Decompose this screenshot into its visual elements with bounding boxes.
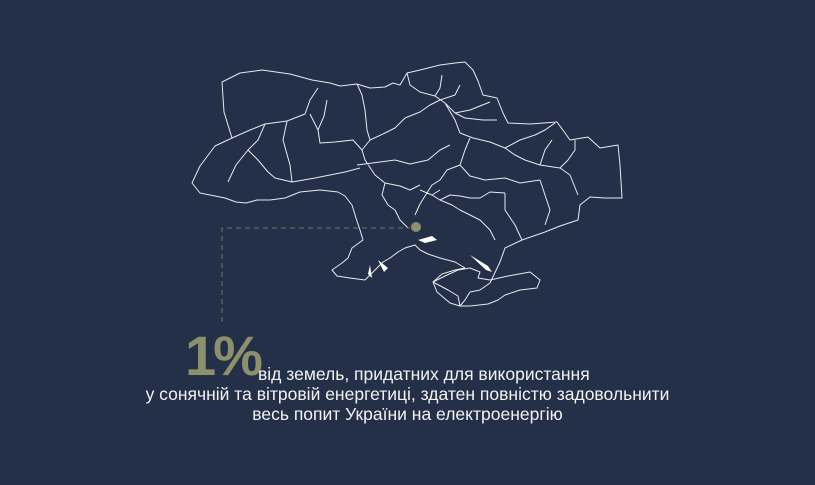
crimea-outline <box>432 267 541 307</box>
dnipro-river <box>418 236 437 243</box>
country-outline <box>191 61 623 307</box>
location-marker <box>411 222 421 232</box>
caption-line-3: весь попит України на електроенергію <box>252 404 563 424</box>
azov-coast <box>368 255 492 278</box>
highlight-percentage: 1% <box>185 324 263 387</box>
caption-line-1: від земель, придатних для використання <box>258 364 590 384</box>
pointer-line <box>221 227 410 322</box>
region-borders <box>227 72 579 241</box>
caption-line-2: у сонячній та вітровій енергетиці, здате… <box>145 384 670 404</box>
